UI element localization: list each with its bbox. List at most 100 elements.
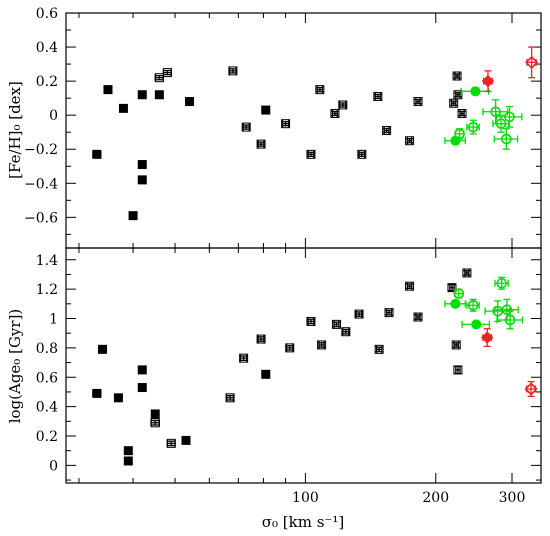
marker-filled-square	[150, 409, 160, 419]
data-point	[494, 276, 509, 290]
data-point	[341, 327, 351, 337]
marker-open-square	[357, 149, 367, 159]
marker-open-square	[382, 126, 392, 135]
marker-open-circle	[496, 277, 508, 289]
marker-open-square	[341, 327, 351, 337]
data-point	[92, 388, 102, 398]
data-point	[374, 344, 384, 354]
marker-open-square	[150, 418, 160, 428]
marker-filled-diamond	[481, 74, 495, 88]
marker-open-square	[317, 340, 327, 350]
data-point	[150, 418, 161, 428]
marker-open-circle	[467, 121, 479, 133]
data-point	[462, 268, 472, 278]
marker-open-square	[449, 98, 459, 108]
x-axis-label: σ₀ [km s⁻¹]	[262, 513, 344, 531]
data-point	[92, 149, 102, 159]
data-point	[354, 309, 364, 319]
marker-open-square	[384, 308, 394, 318]
marker-filled-circle	[470, 86, 481, 97]
marker-filled-square	[137, 90, 147, 100]
data-point	[118, 103, 128, 113]
marker-open-circle	[453, 288, 465, 299]
panel-bottom: 0 0.2 0.4 0.6 0.8 1 1.2 1.4 log(Age₀ [Gyr])	[6, 247, 542, 484]
bottom-marks	[92, 268, 538, 466]
marker-filled-square	[113, 393, 123, 403]
marker-filled-square	[98, 344, 108, 354]
marker-open-square	[315, 85, 325, 95]
marker-filled-square	[92, 149, 102, 159]
data-point	[137, 160, 147, 170]
data-point	[460, 86, 490, 97]
marker-open-circle	[454, 128, 465, 140]
marker-open-square	[330, 108, 340, 118]
y-tick-label: 1.2	[36, 282, 58, 298]
marker-open-square	[281, 119, 291, 129]
y-tick-label: −0.2	[24, 142, 58, 158]
data-point	[496, 310, 524, 330]
data-point	[317, 340, 327, 350]
y-tick-label: 1.4	[36, 253, 58, 269]
data-point	[384, 308, 394, 318]
marker-open-diamond	[525, 55, 539, 70]
data-point	[413, 97, 423, 107]
data-point	[261, 369, 271, 379]
marker-filled-square	[137, 365, 147, 375]
data-point	[461, 319, 491, 330]
marker-open-square	[332, 319, 342, 329]
marker-filled-square	[185, 97, 195, 107]
data-point	[457, 108, 467, 118]
data-point	[332, 319, 342, 329]
marker-open-square	[154, 73, 164, 83]
data-point	[185, 97, 195, 107]
data-point	[482, 99, 509, 125]
marker-filled-square	[137, 160, 147, 170]
marker-filled-square	[123, 446, 133, 456]
marker-open-square	[256, 139, 266, 149]
marker-open-square	[457, 108, 467, 118]
marker-open-square	[405, 281, 415, 291]
data-point	[449, 98, 459, 108]
marker-open-square	[225, 393, 235, 403]
marker-open-diamond	[524, 382, 538, 396]
marker-open-circle	[504, 314, 516, 326]
data-point	[137, 90, 147, 100]
y-tick-label: 0.2	[36, 74, 58, 90]
marker-open-circle	[495, 118, 507, 129]
marker-filled-square	[181, 435, 191, 445]
bottom-plot-frame	[65, 247, 542, 484]
marker-filled-circle	[450, 298, 461, 309]
y-tick-label: 0.2	[36, 429, 58, 445]
marker-open-square	[374, 344, 384, 354]
marker-open-square	[452, 71, 462, 81]
data-point	[413, 312, 423, 322]
data-point	[228, 66, 238, 76]
x-tick-label: 100	[292, 490, 319, 506]
data-point	[330, 108, 340, 118]
marker-open-square	[453, 365, 463, 375]
marker-filled-square	[123, 456, 133, 466]
data-point	[239, 353, 249, 363]
marker-filled-square	[118, 103, 128, 113]
marker-open-square	[354, 309, 364, 319]
y-tick-label: 0.6	[36, 6, 58, 22]
marker-open-circle	[490, 106, 501, 118]
y-tick-label: 0.4	[36, 40, 58, 56]
data-point	[241, 122, 251, 132]
data-point	[481, 70, 495, 92]
bottom-y-axis-label: log(Age₀ [Gyr])	[6, 309, 24, 424]
x-tick-label: 300	[499, 490, 526, 506]
data-point	[137, 365, 147, 375]
marker-filled-square	[261, 369, 271, 379]
marker-open-square	[306, 149, 316, 159]
marker-open-square	[241, 122, 251, 132]
data-point	[306, 316, 316, 326]
data-point	[103, 85, 113, 95]
data-point	[128, 211, 138, 221]
data-point	[154, 90, 164, 100]
marker-open-circle	[467, 299, 479, 311]
marker-open-square	[162, 68, 172, 78]
data-point	[97, 344, 108, 354]
data-point	[181, 435, 191, 445]
marker-open-square	[462, 268, 472, 278]
